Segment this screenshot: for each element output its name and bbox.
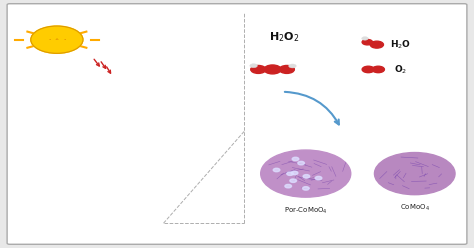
Ellipse shape <box>82 93 120 207</box>
Circle shape <box>290 179 297 183</box>
FancyArrowPatch shape <box>99 103 103 195</box>
Circle shape <box>250 64 257 68</box>
Text: e⁻: e⁻ <box>182 114 191 123</box>
Text: Por: Por <box>96 139 106 161</box>
Circle shape <box>362 66 374 73</box>
Text: CB: CB <box>136 114 144 119</box>
Circle shape <box>302 187 309 190</box>
Text: H$_2$O: H$_2$O <box>390 38 411 51</box>
Circle shape <box>261 150 351 197</box>
FancyArrowPatch shape <box>138 53 142 107</box>
Circle shape <box>292 157 299 161</box>
Ellipse shape <box>127 45 154 116</box>
Circle shape <box>303 175 310 178</box>
Text: O$_2$: O$_2$ <box>394 63 407 76</box>
Text: 1.06 eV: 1.06 eV <box>52 98 72 103</box>
Text: e⁻: e⁻ <box>161 197 171 206</box>
Text: Homo: Homo <box>91 102 110 107</box>
Circle shape <box>289 64 296 68</box>
FancyArrowPatch shape <box>285 92 339 124</box>
Text: H$_2$O$_2$: H$_2$O$_2$ <box>269 30 300 44</box>
FancyArrowPatch shape <box>67 49 87 98</box>
Text: .: . <box>49 35 51 41</box>
Circle shape <box>251 65 266 73</box>
Text: 0.75 eV: 0.75 eV <box>52 109 72 114</box>
Circle shape <box>298 161 304 165</box>
Circle shape <box>362 37 368 40</box>
Circle shape <box>273 168 280 172</box>
Text: VB: VB <box>136 42 144 47</box>
Text: Por-CoMoO$_4$: Por-CoMoO$_4$ <box>284 206 328 216</box>
FancyArrowPatch shape <box>122 153 173 197</box>
Circle shape <box>264 65 281 74</box>
Text: -1.83 eV: -1.83 eV <box>52 197 73 202</box>
Circle shape <box>315 176 322 180</box>
Text: CoMoO$_4$: CoMoO$_4$ <box>136 68 145 93</box>
Text: 2.55eV: 2.55eV <box>52 47 70 52</box>
FancyBboxPatch shape <box>7 4 467 244</box>
Circle shape <box>31 26 83 53</box>
Text: O₂: O₂ <box>178 153 187 162</box>
Circle shape <box>362 39 373 45</box>
Circle shape <box>372 66 384 73</box>
Circle shape <box>370 41 383 48</box>
Circle shape <box>285 185 292 188</box>
Circle shape <box>374 153 455 195</box>
Y-axis label: Potential vs NHE (eV): Potential vs NHE (eV) <box>18 81 27 162</box>
Text: ^: ^ <box>55 38 59 43</box>
Circle shape <box>279 65 294 73</box>
Circle shape <box>291 171 298 175</box>
Text: .: . <box>63 35 65 41</box>
Text: Lumo: Lumo <box>92 193 109 198</box>
Text: •O₂⁻: •O₂⁻ <box>183 98 200 104</box>
Circle shape <box>287 172 293 175</box>
Text: h⁺: h⁺ <box>58 29 68 38</box>
Text: CoMoO$_4$: CoMoO$_4$ <box>400 203 430 214</box>
